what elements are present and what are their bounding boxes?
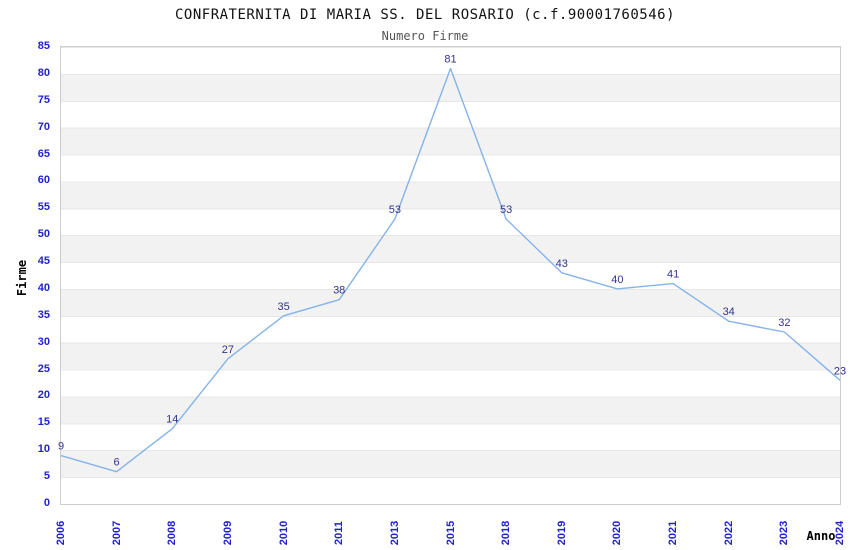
x-tick-label: 2008 <box>166 520 179 546</box>
y-tick-label: 30 <box>37 335 50 348</box>
x-tick-label: 2006 <box>55 520 67 546</box>
x-tick-label: 2021 <box>667 520 680 546</box>
x-tick-label: 2010 <box>277 520 290 546</box>
y-tick-label: 75 <box>37 93 50 106</box>
chart-title: CONFRATERNITA DI MARIA SS. DEL ROSARIO (… <box>174 7 675 23</box>
y-axis-title: Firme <box>15 259 29 297</box>
data-point-label: 35 <box>277 301 289 313</box>
y-tick-label: 20 <box>37 389 50 402</box>
plot-area: 9 6 14 27 35 38 53 81 53 43 40 41 34 32 23 <box>58 46 846 505</box>
x-tick-label: 2019 <box>555 520 568 546</box>
x-tick-label: 2015 <box>444 520 457 546</box>
y-tick-label: 65 <box>37 147 50 160</box>
y-tick-label: 60 <box>37 174 50 187</box>
data-point-label: 34 <box>723 306 735 318</box>
y-tick-label: 40 <box>37 281 50 294</box>
x-tick-label: 2011 <box>333 521 346 545</box>
data-point-label: 43 <box>556 258 568 270</box>
y-tick-label: 5 <box>43 470 50 483</box>
data-point-label: 27 <box>222 344 234 356</box>
data-point-label: 53 <box>389 204 401 216</box>
y-tick-label: 10 <box>37 443 50 456</box>
y-tick-label: 25 <box>37 362 50 375</box>
y-tick-label: 35 <box>37 308 50 321</box>
data-point-label: 32 <box>778 317 790 329</box>
data-point-label: 23 <box>834 365 846 377</box>
y-tick-label: 0 <box>43 497 50 509</box>
x-tick-label: 2013 <box>388 520 401 546</box>
y-tick-label: 85 <box>37 40 50 52</box>
data-point-label: 81 <box>444 54 456 66</box>
y-tick-label: 55 <box>37 201 50 214</box>
y-tick-label: 80 <box>37 66 50 79</box>
x-tick-label: 2007 <box>110 520 123 546</box>
y-tick-label: 50 <box>37 228 50 241</box>
x-tick-label: 2022 <box>722 520 735 546</box>
data-point-label: 9 <box>58 441 64 453</box>
x-tick-label: 2009 <box>221 520 234 546</box>
data-point-label: 53 <box>500 204 512 216</box>
x-tick-label: 2023 <box>778 520 791 546</box>
y-tick-label: 70 <box>37 120 50 133</box>
data-point-label: 14 <box>166 414 178 426</box>
data-point-label: 40 <box>611 274 623 286</box>
y-tick-label: 15 <box>37 416 50 429</box>
x-axis-title: Anno <box>806 529 836 543</box>
data-point-label: 6 <box>114 457 120 469</box>
data-point-label: 38 <box>333 285 345 297</box>
x-tick-label: 2020 <box>611 520 624 546</box>
y-tick-label: 45 <box>37 255 50 268</box>
x-tick-label: 2018 <box>500 520 513 546</box>
line-series-firme: 9 6 14 27 35 38 53 81 53 43 40 41 34 32 23 <box>58 54 846 473</box>
series-line <box>60 67 841 473</box>
chart-subtitle: Numero Firme <box>381 29 469 43</box>
data-point-label: 41 <box>667 269 679 281</box>
